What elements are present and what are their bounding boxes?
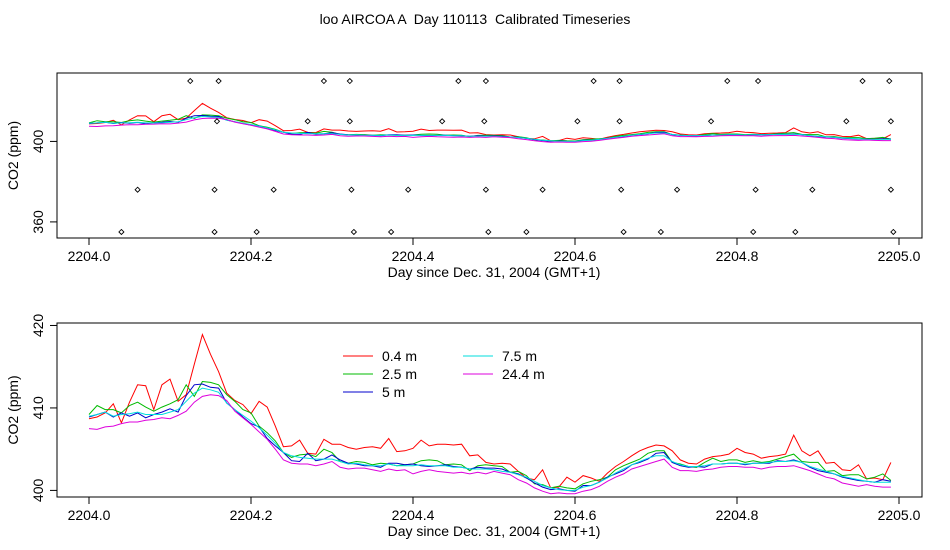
y-axis-label: CO2 (ppm)	[5, 121, 21, 190]
calibration-point-marker	[616, 118, 623, 125]
calibration-point-marker	[213, 118, 221, 125]
calibration-point-marker	[187, 77, 194, 85]
calibration-point-marker	[620, 228, 627, 236]
x-tick-label: 2205.0	[878, 248, 921, 264]
top-panel-calibration-timeseries: 2204.0 2204.2 2204.4 2204.6 2204.8 2205.0 Day …	[5, 72, 923, 280]
y-tick-label: 400	[30, 479, 46, 503]
calibration-point-marker	[346, 118, 353, 125]
series-line-2-5-m	[88, 380, 892, 490]
legend-label: 0.4 m	[382, 348, 417, 364]
x-axis-label: Day since Dec. 31, 2004 (GMT+1)	[388, 264, 601, 280]
calibration-point-marker	[809, 186, 816, 193]
x-tick-label: 2204.0	[68, 507, 111, 523]
bottom-panel-co2-timeseries: 2204.0 2204.2 2204.4 2204.6 2204.8 2205.0 Day …	[5, 314, 923, 539]
calibration-point-marker	[887, 118, 895, 125]
y-tick-label: 420	[30, 314, 46, 338]
calibration-point-marker	[405, 186, 412, 193]
calibration-point-marker	[387, 228, 395, 236]
calibration-point-marker	[270, 186, 277, 193]
calibration-point-marker	[792, 228, 799, 236]
calibration-point-marker	[539, 186, 546, 193]
calibration-point-marker	[304, 118, 311, 125]
series-line-24-4-m	[88, 117, 891, 143]
calibration-point-marker	[439, 118, 446, 125]
series-line-0-4-m	[88, 332, 892, 489]
calibration-point-marker	[887, 186, 895, 193]
calibration-point-marker	[485, 228, 492, 236]
series-line-24-4-m	[88, 394, 891, 495]
x-axis-label: Day since Dec. 31, 2004 (GMT+1)	[388, 523, 601, 539]
calibration-point-marker	[859, 77, 866, 85]
calibration-point-marker	[754, 77, 762, 85]
series-line-5-m	[88, 114, 891, 143]
calibration-point-marker	[455, 77, 462, 85]
calibration-point-marker	[253, 228, 260, 236]
y-axis-label: CO2 (ppm)	[5, 375, 21, 444]
series-line-7-5-m	[88, 115, 891, 142]
calibration-point-marker	[890, 228, 897, 236]
x-tick-label: 2204.8	[716, 507, 759, 523]
x-tick-label: 2205.0	[878, 507, 921, 523]
calibration-point-marker	[348, 186, 355, 193]
calibration-point-marker	[886, 77, 893, 85]
x-tick-label: 2204.6	[554, 248, 597, 264]
calibration-point-marker	[211, 186, 218, 193]
legend-label: 7.5 m	[502, 348, 537, 364]
legend-label: 5 m	[382, 384, 405, 400]
x-tick-label: 2204.0	[68, 248, 111, 264]
calibration-point-marker	[673, 186, 681, 193]
calibration-point-marker	[752, 186, 759, 193]
series-line-5-m	[88, 383, 891, 492]
calibration-point-marker	[134, 186, 141, 193]
calibration-point-marker	[574, 118, 581, 125]
series-line-7-5-m	[88, 387, 891, 491]
x-tick-label: 2204.4	[392, 507, 435, 523]
plot-frame	[56, 72, 923, 239]
calibration-point-marker	[211, 228, 218, 236]
y-tick-label: 400	[30, 130, 46, 154]
calibration-point-marker	[523, 228, 530, 236]
calibration-point-marker	[657, 228, 664, 236]
x-tick-label: 2204.6	[554, 507, 597, 523]
x-tick-label: 2204.2	[230, 507, 273, 523]
calibration-point-marker	[482, 77, 490, 85]
calibration-point-marker	[215, 77, 222, 85]
calibration-point-marker	[750, 228, 757, 236]
x-tick-label: 2204.8	[716, 248, 759, 264]
calibration-point-marker	[618, 186, 625, 193]
calibration-point-marker	[350, 228, 358, 236]
calibration-point-marker	[482, 186, 490, 193]
legend-label: 24.4 m	[502, 366, 545, 382]
x-tick-label: 2204.4	[392, 248, 435, 264]
calibration-point-marker	[118, 228, 125, 236]
calibration-point-marker	[707, 118, 715, 125]
plot-frame	[56, 322, 923, 498]
legend-label: 2.5 m	[382, 366, 417, 382]
calibration-point-marker	[481, 118, 488, 125]
chart-main-title: loo AIRCOA A Day 110113 Calibrated Times…	[319, 11, 631, 27]
calibration-point-marker	[724, 77, 731, 85]
x-tick-label: 2204.2	[230, 248, 273, 264]
calibration-point-marker	[843, 118, 850, 125]
calibration-point-marker	[346, 77, 353, 85]
y-tick-label: 360	[30, 210, 46, 234]
calibration-point-marker	[320, 77, 328, 85]
y-tick-label: 410	[30, 396, 46, 420]
calibration-point-marker	[616, 77, 623, 85]
calibration-point-marker	[590, 77, 597, 85]
